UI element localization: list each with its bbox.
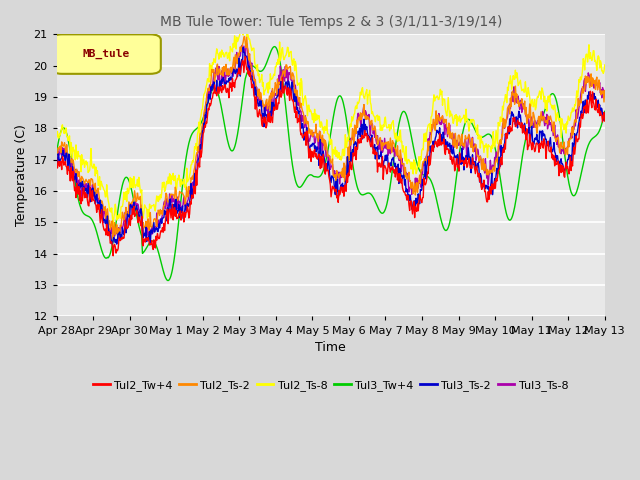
Y-axis label: Temperature (C): Temperature (C) — [15, 124, 28, 227]
Legend: Tul2_Tw+4, Tul2_Ts-2, Tul2_Ts-8, Tul3_Tw+4, Tul3_Ts-2, Tul3_Ts-8: Tul2_Tw+4, Tul2_Ts-2, Tul2_Ts-8, Tul3_Tw… — [88, 376, 573, 396]
FancyBboxPatch shape — [51, 35, 161, 74]
Title: MB Tule Tower: Tule Temps 2 & 3 (3/1/11-3/19/14): MB Tule Tower: Tule Temps 2 & 3 (3/1/11-… — [159, 15, 502, 29]
X-axis label: Time: Time — [316, 341, 346, 354]
Text: MB_tule: MB_tule — [83, 48, 130, 59]
